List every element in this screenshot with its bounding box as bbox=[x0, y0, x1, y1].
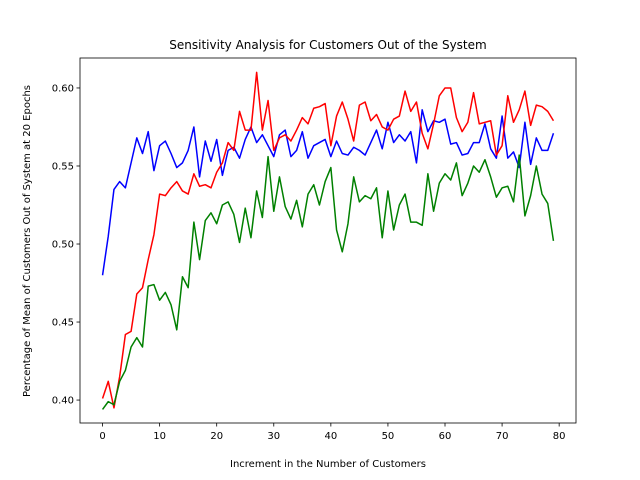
y-tick-label: 0.50 bbox=[52, 240, 74, 251]
line-series bbox=[101, 109, 555, 276]
x-tick-label: 30 bbox=[267, 431, 280, 442]
x-tick-label: 50 bbox=[382, 431, 395, 442]
line-series bbox=[101, 71, 555, 409]
y-axis-label: Percentage of Mean of Customers Out of S… bbox=[22, 85, 33, 397]
y-tick-label: 0.40 bbox=[52, 396, 74, 407]
y-tick-label: 0.60 bbox=[52, 83, 74, 94]
x-tick-label: 80 bbox=[553, 431, 566, 442]
x-tick-label: 60 bbox=[439, 431, 452, 442]
line-series bbox=[101, 154, 555, 410]
x-tick-label: 70 bbox=[496, 431, 509, 442]
x-tick-label: 0 bbox=[99, 431, 105, 442]
x-tick-label: 20 bbox=[210, 431, 223, 442]
plot-frame bbox=[79, 57, 577, 424]
y-tick-label: 0.45 bbox=[52, 318, 74, 329]
y-tick-label: 0.55 bbox=[52, 161, 74, 172]
x-axis-label: Increment in the Number of Customers bbox=[230, 459, 426, 470]
chart-title: Sensitivity Analysis for Customers Out o… bbox=[169, 38, 486, 52]
x-tick-label: 10 bbox=[153, 431, 166, 442]
x-tick-label: 40 bbox=[324, 431, 337, 442]
